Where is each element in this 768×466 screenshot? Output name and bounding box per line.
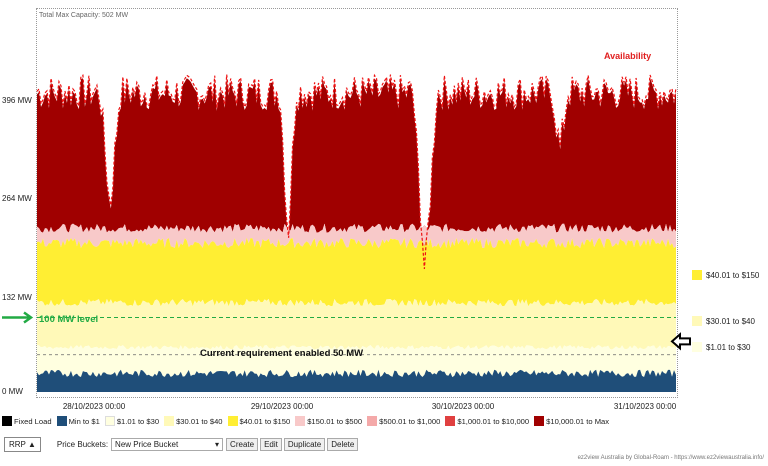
band-40-150 bbox=[37, 237, 676, 307]
annotation-current-requirement: Current requirement enabled 50 MW bbox=[200, 348, 364, 359]
legend-10000-max: $10,000.01 to Max bbox=[534, 416, 609, 426]
duplicate-button[interactable]: Duplicate bbox=[283, 437, 326, 451]
availability-line bbox=[36, 73, 677, 270]
legend-min-to-1: Min to $1 bbox=[56, 416, 100, 426]
chart-plot bbox=[2, 73, 691, 392]
x-tick-28: 28/10/2023 00:00 bbox=[62, 402, 126, 411]
swatch bbox=[692, 316, 702, 326]
green-arrow-icon bbox=[2, 311, 34, 324]
chart-frame bbox=[36, 8, 678, 398]
band-min-to-1 bbox=[37, 369, 676, 392]
legend-500-1000: $500.01 to $1,000 bbox=[367, 416, 440, 426]
rrp-label: RRP bbox=[9, 439, 26, 449]
price-buckets-label: Price Buckets: bbox=[56, 439, 109, 449]
band-30-40 bbox=[37, 298, 676, 350]
band-150-500 bbox=[37, 223, 676, 249]
swatch bbox=[692, 270, 702, 280]
side-legend-label: $30.01 to $40 bbox=[706, 316, 755, 326]
chevron-down-icon: ▾ bbox=[215, 439, 220, 449]
y-tick-396: 396 MW bbox=[2, 96, 32, 105]
total-capacity-label: Total Max Capacity: 502 MW bbox=[39, 12, 129, 19]
side-legend-30-40: $30.01 to $40 bbox=[692, 316, 755, 326]
availability-label: Availability bbox=[604, 51, 652, 61]
edit-button[interactable]: Edit bbox=[260, 437, 282, 451]
legend-150-500: $150.01 to $500 bbox=[295, 416, 362, 426]
legend-1000-10000: $1,000.01 to $10,000 bbox=[445, 416, 529, 426]
side-legend-label: $1.01 to $30 bbox=[706, 342, 751, 352]
side-legend-40-150: $40.01 to $150 bbox=[692, 270, 759, 280]
x-tick-29: 29/10/2023 00:00 bbox=[250, 402, 314, 411]
band-10000-max bbox=[37, 77, 676, 272]
band-1-30 bbox=[37, 345, 676, 378]
side-legend-label: $40.01 to $150 bbox=[706, 270, 760, 280]
black-arrow-icon bbox=[670, 332, 691, 351]
legend-40-150: $40.01 to $150 bbox=[227, 416, 290, 426]
bottom-legend: Fixed Load Min to $1 $1.01 to $30 $30.01… bbox=[2, 416, 614, 426]
caret-up-icon: ▲ bbox=[27, 439, 36, 449]
side-legend-1-30: $1.01 to $30 bbox=[692, 342, 750, 352]
x-tick-30: 30/10/2023 00:00 bbox=[431, 402, 495, 411]
delete-button[interactable]: Delete bbox=[327, 437, 359, 451]
legend-fixed-load: Fixed Load bbox=[2, 416, 52, 426]
footer-credit: ez2view Australia by Global-Roam - https… bbox=[577, 455, 764, 461]
create-button[interactable]: Create bbox=[226, 437, 259, 451]
legend-30-40: $30.01 to $40 bbox=[164, 416, 223, 426]
legend-1-30: $1.01 to $30 bbox=[104, 416, 159, 426]
price-bucket-selected: New Price Bucket bbox=[115, 439, 179, 449]
x-tick-31: 31/10/2023 00:00 bbox=[613, 402, 677, 411]
swatch bbox=[692, 342, 702, 352]
toolbar: RRP ▲ Price Buckets: New Price Bucket ▾ … bbox=[4, 434, 764, 454]
annotation-100mw: 100 MW level bbox=[39, 314, 99, 325]
price-bucket-select[interactable]: New Price Bucket ▾ bbox=[111, 437, 224, 451]
y-tick-0: 0 MW bbox=[2, 387, 23, 396]
y-tick-264: 264 MW bbox=[2, 194, 32, 203]
y-tick-132: 132 MW bbox=[2, 293, 32, 302]
rrp-dropdown-button[interactable]: RRP ▲ bbox=[4, 436, 41, 452]
